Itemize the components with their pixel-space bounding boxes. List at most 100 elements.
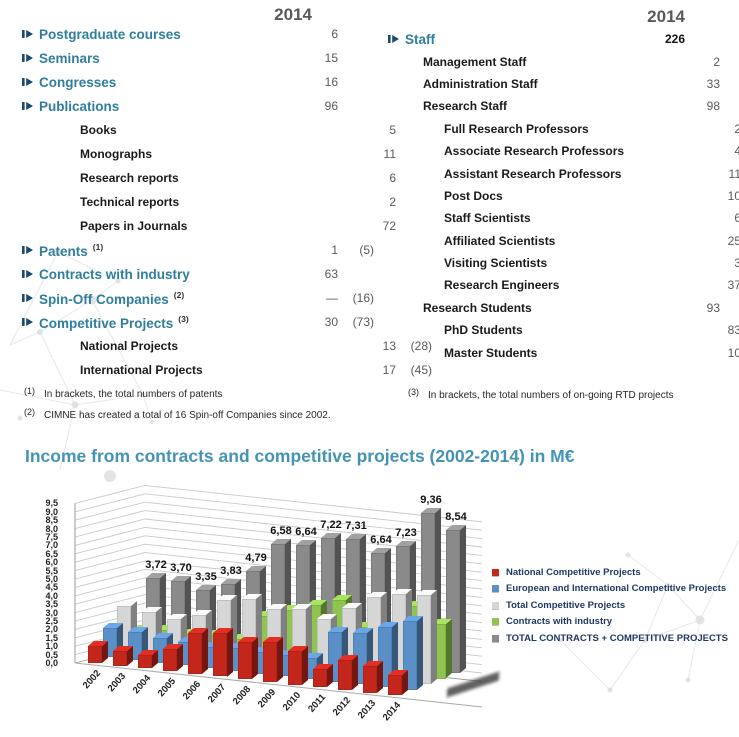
table-row: Research reports 6: [22, 166, 432, 190]
row-label: Staff: [405, 31, 435, 47]
left-stats-table: Postgraduate courses 6 Seminars 15 Congr…: [22, 22, 432, 382]
row-label: Visiting Scientists: [444, 256, 548, 271]
bullet-arrow-icon: [22, 317, 39, 327]
row-value: 10: [727, 188, 739, 203]
table-row: Competitive Projects (3) 30 (73): [22, 310, 374, 334]
grid-line: [74, 501, 483, 540]
row-value: 11: [383, 147, 396, 161]
row-label: Competitive Projects: [39, 315, 174, 331]
y-axis-tick-label: 6,0: [45, 557, 58, 568]
total-data-label: 3,83: [220, 565, 242, 578]
legend-item: Total Competitive Projects: [492, 597, 728, 614]
row-value: 226: [664, 32, 685, 47]
legend-label: TOTAL CONTRACTS + COMPETITIVE PROJECTS: [506, 632, 728, 644]
table-row: Visiting Scientists 3: [388, 252, 739, 274]
row-label: Congresses: [39, 74, 117, 90]
bar-2009-s0: [263, 641, 277, 682]
row-label: Contracts with industry: [39, 266, 190, 282]
bar-2011-s0: [313, 668, 327, 688]
table-row: Post Docs 10: [388, 185, 739, 207]
row-label: Assistant Research Professors: [444, 166, 622, 181]
footnote-1: (1) In brackets, the total numbers of pat…: [24, 386, 222, 400]
table-row: Publications 96: [22, 94, 374, 118]
grid-line: [74, 526, 483, 565]
row-label: Patents: [39, 243, 88, 259]
bar-side-face: [227, 627, 233, 677]
row-label: Associate Research Professors: [444, 144, 625, 159]
y-axis-tick-label: 4,5: [45, 582, 58, 593]
table-row: Affiliated Scientists 25: [388, 230, 739, 252]
bullet-arrow-icon: [22, 101, 39, 111]
total-data-label: 6,64: [370, 534, 392, 547]
bar-side-face: [252, 637, 258, 680]
row-value: 10: [727, 345, 739, 360]
income-3d-bar-chart: 9,5 9,0 8,5 8,0 7,5 7,0 6,5 6,0 5,5 5,0 4,5 4,0 3,5 3…: [0, 484, 739, 727]
row-value: 15: [324, 51, 338, 65]
chart-legend: National Competitive Projects European a…: [492, 564, 728, 647]
bullet-arrow-icon: [22, 293, 39, 303]
grid-line: [74, 493, 483, 531]
bar-side-face: [352, 654, 358, 690]
footnote-2: (2) CIMNE has created a total of 16 Spin-…: [24, 407, 331, 421]
row-label: Post Docs: [444, 188, 503, 203]
row-label: Spin-Off Companies: [39, 291, 169, 307]
legend-item: Contracts with industry: [492, 614, 728, 631]
legend-swatch-national: [492, 568, 499, 576]
row-value: 98: [706, 99, 720, 114]
row-label: Books: [80, 123, 117, 137]
row-value: 1: [331, 243, 338, 257]
row-label: Publications: [39, 98, 120, 114]
y-axis-tick-label: 9,5: [45, 498, 58, 509]
row-value: 6: [389, 171, 396, 185]
row-label: Staff Scientists: [444, 211, 531, 226]
total-data-label: 3,35: [195, 570, 217, 583]
row-label: Research Students: [423, 300, 532, 315]
row-value: 2: [713, 54, 720, 69]
table-row: Monographs 11: [22, 142, 432, 166]
total-data-label: 6,58: [270, 524, 292, 537]
table-row: Contracts with industry 63: [22, 262, 374, 286]
total-data-label: 8,54: [445, 510, 467, 523]
row-label: Master Students: [444, 345, 538, 360]
table-row: Staff 226: [388, 28, 685, 50]
y-axis-tick-label: 1,0: [45, 641, 58, 652]
grid-line: [74, 510, 483, 548]
table-row: Congresses 16: [22, 70, 374, 94]
row-bracket-value: (16): [352, 291, 374, 305]
right-table-year-header: 2014: [647, 7, 685, 26]
table-row: Books 5: [22, 118, 432, 142]
y-axis-tick-label: 2,0: [45, 624, 58, 635]
row-value: 5: [389, 123, 396, 137]
table-row: Research Students 93: [388, 297, 720, 319]
row-label: Administration Staff: [423, 76, 538, 91]
table-row: Seminars 15: [22, 46, 374, 70]
bar-2004-s0: [138, 654, 152, 669]
grid-line: [74, 543, 483, 582]
row-label: Monographs: [80, 147, 152, 161]
table-row: Technical reports 2: [22, 190, 432, 214]
y-axis-tick-label: 2,5: [45, 616, 58, 626]
y-axis-tick-label: 4,0: [45, 590, 58, 601]
table-row: Spin-Off Companies (2) — (16): [22, 286, 374, 310]
row-label: PhD Students: [444, 323, 523, 338]
grid-line: [74, 552, 483, 590]
bar-side-face: [431, 590, 437, 685]
bullet-arrow-icon: [22, 29, 39, 39]
bar-2002-s0: [88, 646, 102, 663]
bar-2012-s0: [338, 659, 352, 690]
row-label: Management Staff: [423, 54, 527, 69]
legend-label: National Competitive Projects: [506, 566, 641, 578]
table-row: Research Staff 98: [388, 95, 720, 117]
row-label: Papers in Journals: [80, 219, 188, 233]
row-label: Technical reports: [80, 195, 180, 209]
table-row: International Projects 17 (45): [22, 358, 432, 382]
row-bracket-value: (5): [359, 243, 374, 257]
bar-2013-s0: [363, 665, 377, 693]
y-axis-tick-label: 6,5: [45, 548, 58, 559]
footnote-ref: (3): [178, 313, 189, 324]
table-row: Full Research Professors 2: [388, 118, 739, 140]
row-label: Research reports: [80, 171, 179, 185]
row-value: 93: [706, 300, 720, 315]
row-bracket-value: (28): [410, 339, 432, 353]
footnote-text: CIMNE has created a total of 16 Spin-off…: [44, 410, 331, 421]
